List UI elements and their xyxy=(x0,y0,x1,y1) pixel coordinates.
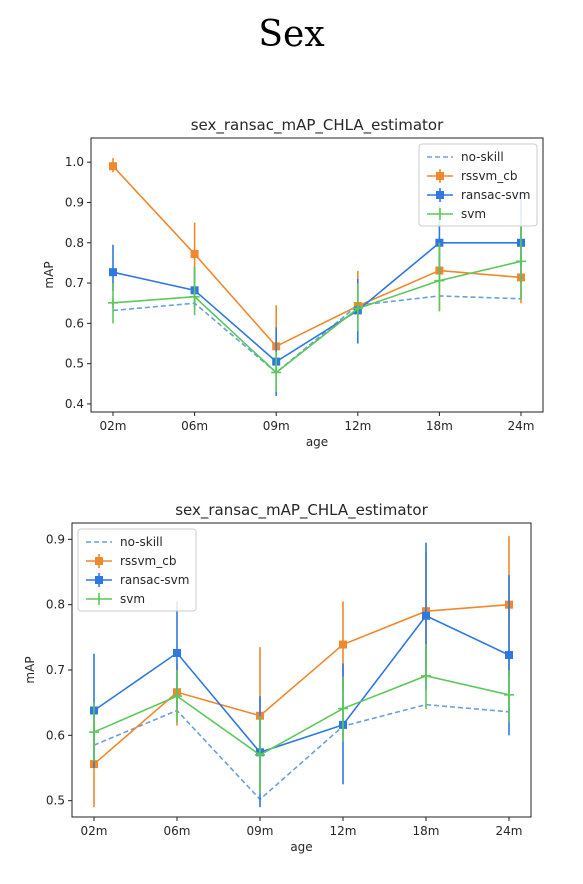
y-tick-label: 0.6 xyxy=(65,316,84,330)
point-ransac-svm xyxy=(109,268,117,277)
x-tick-label: 02m xyxy=(81,824,108,838)
legend-label-no-skill: no-skill xyxy=(461,150,504,164)
y-tick-label: 0.5 xyxy=(65,357,84,371)
x-tick-label: 12m xyxy=(330,824,357,838)
legend-label-rssvm_cb: rssvm_cb xyxy=(120,554,176,568)
page-title: Sex xyxy=(258,14,325,55)
point-rssvm_cb xyxy=(339,640,347,649)
legend-label-ransac-svm: ransac-svm xyxy=(461,188,530,202)
chart-title: sex_ransac_mAP_CHLA_estimator xyxy=(175,501,428,520)
legend-label-ransac-svm: ransac-svm xyxy=(120,573,189,587)
point-ransac-svm xyxy=(505,650,513,659)
x-axis-label: age xyxy=(290,840,312,854)
y-tick-label: 1.0 xyxy=(65,155,84,169)
y-tick-label: 0.6 xyxy=(46,728,65,742)
point-rssvm_cb xyxy=(190,250,199,259)
y-axis-label: mAP xyxy=(42,261,56,288)
x-tick-label: 24m xyxy=(508,419,535,433)
legend-label-no-skill: no-skill xyxy=(120,535,163,549)
y-tick-label: 0.7 xyxy=(46,663,65,677)
series-line-no-skill xyxy=(112,295,522,374)
x-axis-label: age xyxy=(306,435,328,449)
point-rssvm_cb xyxy=(109,162,117,171)
y-tick-label: 0.9 xyxy=(46,532,65,546)
x-tick-label: 12m xyxy=(344,419,371,433)
chart-bottom: sex_ransac_mAP_CHLA_estimator 0.5 0.6 0.7 0.… xyxy=(23,501,532,854)
legend-label-svm: svm xyxy=(461,207,486,221)
x-tick-label: 06m xyxy=(164,824,191,838)
y-axis-label: mAP xyxy=(23,656,37,683)
y-tick-label: 0.4 xyxy=(65,397,84,411)
series-line-ransac-svm xyxy=(112,241,521,363)
x-tick-label: 02m xyxy=(100,419,127,433)
x-tick-label: 09m xyxy=(263,419,290,433)
point-ransac-svm xyxy=(422,611,430,620)
series-line-no-skill xyxy=(93,703,510,801)
series-line-rssvm_cb xyxy=(93,603,510,765)
y-tick-label: 0.7 xyxy=(65,276,84,290)
x-tick-label: 09m xyxy=(247,824,274,838)
y-tick-label: 0.8 xyxy=(46,598,65,612)
legend-label-rssvm_cb: rssvm_cb xyxy=(461,169,517,183)
x-tick-label: 18m xyxy=(413,824,440,838)
point-ransac-svm xyxy=(173,649,181,658)
series-line-rssvm_cb xyxy=(112,165,522,348)
series-line-svm xyxy=(112,260,522,374)
chart-title: sex_ransac_mAP_CHLA_estimator xyxy=(191,118,444,135)
y-tick-label: 0.8 xyxy=(65,236,84,250)
series-line-svm xyxy=(93,675,510,756)
y-tick-label: 0.9 xyxy=(65,195,84,209)
series-line-ransac-svm xyxy=(93,614,510,754)
x-tick-label: 18m xyxy=(426,419,453,433)
y-tick-label: 0.5 xyxy=(46,794,65,808)
x-tick-label: 06m xyxy=(181,419,208,433)
chart-top: sex_ransac_mAP_CHLA_estimator 0.4 0.5 0.6 0.… xyxy=(42,118,544,449)
x-tick-label: 24m xyxy=(496,824,523,838)
plot-frame xyxy=(90,137,544,413)
legend-label-svm: svm xyxy=(120,592,145,606)
legend-box xyxy=(418,143,538,227)
legend-box xyxy=(77,528,197,612)
